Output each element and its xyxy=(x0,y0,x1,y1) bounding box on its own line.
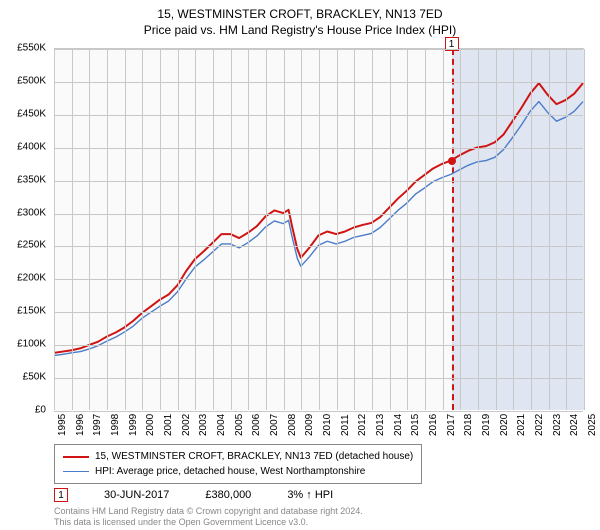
sale-info-row: 1 30-JUN-2017 £380,000 3% ↑ HPI xyxy=(54,488,333,502)
x-tick-label: 1998 xyxy=(110,414,121,436)
x-tick-label: 2005 xyxy=(234,414,245,436)
x-tick-label: 2018 xyxy=(463,414,474,436)
legend: 15, WESTMINSTER CROFT, BRACKLEY, NN13 7E… xyxy=(54,444,422,484)
gridline-v xyxy=(266,49,267,410)
gridline-v xyxy=(89,49,90,410)
gridline-v xyxy=(107,49,108,410)
x-tick-label: 2003 xyxy=(198,414,209,436)
gridline-v xyxy=(178,49,179,410)
gridline-v xyxy=(584,49,585,410)
x-tick-label: 2020 xyxy=(499,414,510,436)
legend-row: 15, WESTMINSTER CROFT, BRACKLEY, NN13 7E… xyxy=(63,449,413,464)
sale-info-price: £380,000 xyxy=(205,489,251,501)
gridline-v xyxy=(549,49,550,410)
attribution-line-2: This data is licensed under the Open Gov… xyxy=(54,517,363,528)
y-tick-label: £550K xyxy=(17,43,46,54)
x-tick-label: 1997 xyxy=(92,414,103,436)
x-tick-label: 2000 xyxy=(145,414,156,436)
x-tick-label: 2010 xyxy=(322,414,333,436)
legend-swatch xyxy=(63,471,89,472)
gridline-v xyxy=(513,49,514,410)
gridline-v xyxy=(496,49,497,410)
y-tick-label: £50K xyxy=(23,372,46,383)
y-tick-label: £100K xyxy=(17,339,46,350)
gridline-v xyxy=(460,49,461,410)
x-tick-label: 1995 xyxy=(57,414,68,436)
attribution-line-1: Contains HM Land Registry data © Crown c… xyxy=(54,506,363,517)
x-tick-label: 2025 xyxy=(587,414,598,436)
gridline-v xyxy=(160,49,161,410)
x-tick-label: 1996 xyxy=(75,414,86,436)
gridline-v xyxy=(407,49,408,410)
title-line-2: Price paid vs. HM Land Registry's House … xyxy=(0,22,600,38)
gridline-v xyxy=(319,49,320,410)
gridline-v xyxy=(248,49,249,410)
x-tick-label: 2007 xyxy=(269,414,280,436)
gridline-v xyxy=(337,49,338,410)
x-tick-label: 2011 xyxy=(340,414,351,436)
y-tick-label: £450K xyxy=(17,108,46,119)
gridline-v xyxy=(125,49,126,410)
x-tick-label: 2002 xyxy=(181,414,192,436)
y-tick-label: £0 xyxy=(35,405,46,416)
x-tick-label: 2009 xyxy=(304,414,315,436)
title-block: 15, WESTMINSTER CROFT, BRACKLEY, NN13 7E… xyxy=(0,0,600,38)
attribution: Contains HM Land Registry data © Crown c… xyxy=(54,506,363,529)
y-tick-label: £400K xyxy=(17,141,46,152)
x-tick-label: 1999 xyxy=(128,414,139,436)
y-tick-label: £300K xyxy=(17,207,46,218)
x-tick-label: 2021 xyxy=(516,414,527,436)
x-tick-label: 2023 xyxy=(552,414,563,436)
gridline-v xyxy=(372,49,373,410)
gridline-v xyxy=(213,49,214,410)
gridline-v xyxy=(301,49,302,410)
gridline-v xyxy=(72,49,73,410)
sale-info-delta: 3% ↑ HPI xyxy=(287,489,333,501)
gridline-v xyxy=(54,49,55,410)
gridline-v xyxy=(425,49,426,410)
y-tick-label: £350K xyxy=(17,174,46,185)
chart-container: 15, WESTMINSTER CROFT, BRACKLEY, NN13 7E… xyxy=(0,0,600,530)
gridline-v xyxy=(142,49,143,410)
x-tick-label: 2024 xyxy=(569,414,580,436)
legend-label: HPI: Average price, detached house, West… xyxy=(95,464,365,479)
x-tick-label: 2008 xyxy=(287,414,298,436)
x-axis: 1995 1996 1997 1998 1999 2000 2001 2002 2003 2004… xyxy=(54,410,584,440)
sale-point-marker xyxy=(448,157,456,165)
plot-area: 1 xyxy=(54,48,584,410)
gridline-v xyxy=(390,49,391,410)
y-tick-label: £250K xyxy=(17,240,46,251)
x-tick-label: 2012 xyxy=(357,414,368,436)
x-tick-label: 2013 xyxy=(375,414,386,436)
x-tick-label: 2015 xyxy=(410,414,421,436)
title-line-1: 15, WESTMINSTER CROFT, BRACKLEY, NN13 7E… xyxy=(0,6,600,22)
gridline-v xyxy=(566,49,567,410)
y-axis: £0£50K£100K£150K£200K£250K£300K£350K£400… xyxy=(0,48,50,410)
sale-info-marker: 1 xyxy=(54,488,68,502)
x-tick-label: 2016 xyxy=(428,414,439,436)
gridline-v xyxy=(531,49,532,410)
y-tick-label: £150K xyxy=(17,306,46,317)
gridline-v xyxy=(195,49,196,410)
x-tick-label: 2019 xyxy=(481,414,492,436)
x-tick-label: 2001 xyxy=(163,414,174,436)
legend-label: 15, WESTMINSTER CROFT, BRACKLEY, NN13 7E… xyxy=(95,449,413,464)
legend-swatch xyxy=(63,456,89,458)
x-tick-label: 2004 xyxy=(216,414,227,436)
gridline-v xyxy=(231,49,232,410)
x-tick-label: 2022 xyxy=(534,414,545,436)
x-tick-label: 2014 xyxy=(393,414,404,436)
gridline-v xyxy=(354,49,355,410)
gridline-v xyxy=(478,49,479,410)
x-tick-label: 2017 xyxy=(446,414,457,436)
x-tick-label: 2006 xyxy=(251,414,262,436)
legend-row: HPI: Average price, detached house, West… xyxy=(63,464,413,479)
gridline-v xyxy=(284,49,285,410)
y-tick-label: £500K xyxy=(17,75,46,86)
sale-info-date: 30-JUN-2017 xyxy=(104,489,169,501)
y-tick-label: £200K xyxy=(17,273,46,284)
gridline-v xyxy=(443,49,444,410)
